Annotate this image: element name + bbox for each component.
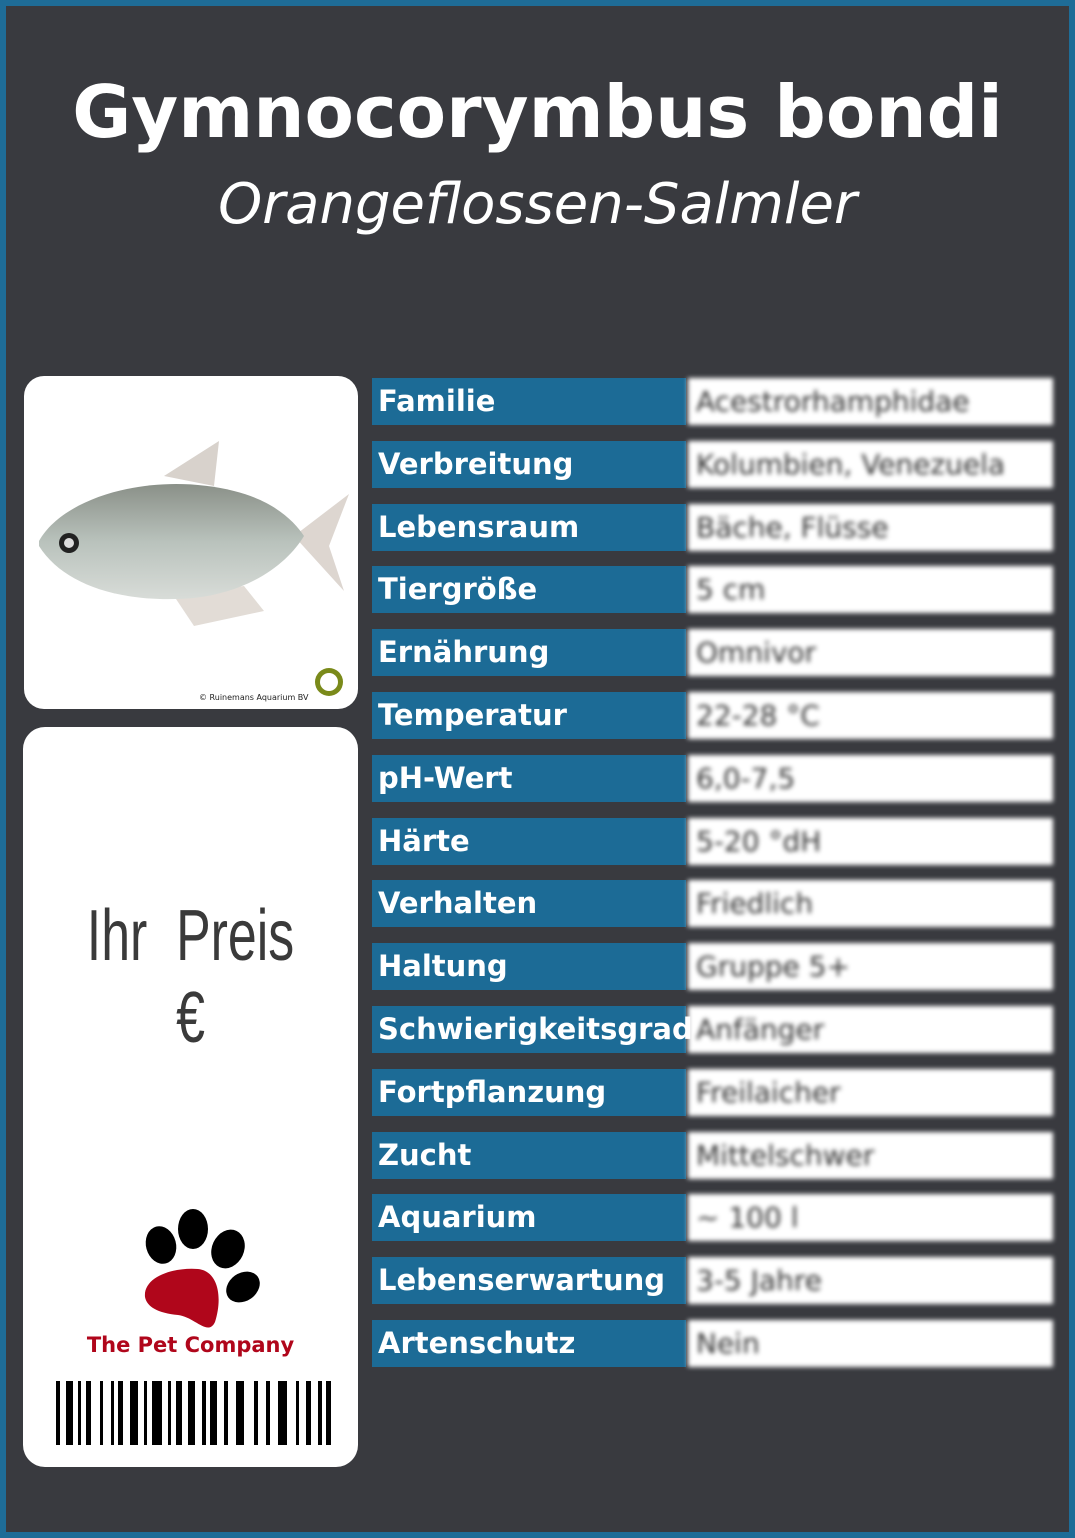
fact-value: Anfänger (688, 1006, 1053, 1053)
photo-copyright: © Ruinemans Aquarium BV (199, 693, 309, 702)
fact-row: Haltung Gruppe 5+ (372, 943, 1053, 991)
fact-value: Omnivor (688, 629, 1053, 677)
price-card: Ihr Preis € The Pet Company (23, 727, 358, 1467)
fact-row: pH-Wert 6,0-7,5 (372, 754, 1053, 802)
fact-label: Härte (372, 817, 686, 865)
fact-value: Bäche, Flüsse (688, 503, 1053, 551)
fish-image (39, 441, 349, 626)
fact-value: Friedlich (688, 880, 1053, 928)
fact-row: Artenschutz Nein (372, 1320, 1053, 1367)
barcode-bar (86, 1381, 91, 1445)
barcode-bar (266, 1381, 270, 1445)
brand-name: The Pet Company (86, 1333, 295, 1357)
fact-row: Aquarium ~ 100 l (372, 1194, 1053, 1242)
ra-logo-icon (315, 668, 343, 696)
fact-row: Schwierigkeitsgrad Anfänger (372, 1006, 1053, 1053)
barcode (56, 1381, 331, 1445)
barcode-bar (66, 1381, 73, 1445)
fact-label: Fortpflanzung (372, 1068, 686, 1116)
barcode-bar (111, 1381, 114, 1445)
barcode-bar (130, 1381, 138, 1445)
fact-label: Verbreitung (372, 440, 686, 488)
fact-label: Familie (372, 378, 686, 425)
fact-row: Zucht Mittelschwer (372, 1131, 1053, 1179)
barcode-bar (224, 1381, 228, 1445)
fact-row: Temperatur 22-28 °C (372, 692, 1053, 739)
fact-row: Lebensraum Bäche, Flüsse (372, 503, 1053, 551)
barcode-bar (100, 1381, 103, 1445)
barcode-bar (152, 1381, 162, 1445)
fact-value: Kolumbien, Venezuela (688, 440, 1053, 488)
fact-value: Gruppe 5+ (688, 943, 1053, 991)
fact-row: Lebenserwartung 3-5 Jahre (372, 1257, 1053, 1305)
barcode-bar (168, 1381, 171, 1445)
fact-value: Freilaicher (688, 1068, 1053, 1116)
paw-logo-icon (144, 1209, 260, 1328)
barcode-bar (236, 1381, 244, 1445)
fact-value: Mittelschwer (688, 1131, 1053, 1179)
fact-row: Fortpflanzung Freilaicher (372, 1068, 1053, 1116)
fact-row: Familie Acestrorhamphidae (372, 378, 1053, 425)
price-label: Ihr Preis € (86, 896, 295, 1058)
fact-label: Haltung (372, 943, 686, 991)
fact-label: pH-Wert (372, 754, 686, 802)
common-name: Orangeflossen-Salmler (218, 172, 857, 237)
barcode-bar (306, 1381, 311, 1445)
fact-label: Lebenserwartung (372, 1257, 686, 1305)
barcode-bar (144, 1381, 147, 1445)
fact-label: Artenschutz (372, 1320, 686, 1367)
fact-row: Tiergröße 5 cm (372, 566, 1053, 614)
fact-value: Acestrorhamphidae (688, 378, 1053, 425)
fact-label: Ernährung (372, 629, 686, 677)
barcode-bar (296, 1381, 299, 1445)
barcode-bar (56, 1381, 60, 1445)
fact-label: Verhalten (372, 880, 686, 928)
species-title: Gymnocorymbus bondi (72, 70, 1003, 154)
fact-label: Zucht (372, 1131, 686, 1179)
barcode-bar (210, 1381, 217, 1445)
fact-row: Verbreitung Kolumbien, Venezuela (372, 440, 1053, 488)
fact-value: 5 cm (688, 566, 1053, 614)
fact-value: Nein (688, 1320, 1053, 1367)
fish-photo-card: © Ruinemans Aquarium BV (24, 376, 358, 709)
fact-label: Schwierigkeitsgrad (372, 1006, 693, 1053)
fact-label: Temperatur (372, 692, 686, 739)
barcode-bar (326, 1381, 331, 1445)
barcode-bar (254, 1381, 258, 1445)
fact-value: 22-28 °C (688, 692, 1053, 739)
fact-value: 6,0-7,5 (688, 754, 1053, 802)
barcode-bar (78, 1381, 81, 1445)
fact-value: 3-5 Jahre (688, 1257, 1053, 1305)
fact-label: Tiergröße (372, 566, 686, 614)
barcode-bar (188, 1381, 195, 1445)
barcode-bar (278, 1381, 287, 1445)
fact-value: 5-20 °dH (688, 817, 1053, 865)
fact-label: Lebensraum (372, 503, 686, 551)
barcode-bar (176, 1381, 182, 1445)
fact-row: Härte 5-20 °dH (372, 817, 1053, 865)
fact-value: ~ 100 l (688, 1194, 1053, 1242)
barcode-bar (318, 1381, 322, 1445)
barcode-bar (118, 1381, 123, 1445)
fact-label: Aquarium (372, 1194, 686, 1242)
fact-row: Verhalten Friedlich (372, 880, 1053, 928)
barcode-bar (202, 1381, 206, 1445)
fact-row: Ernährung Omnivor (372, 629, 1053, 677)
